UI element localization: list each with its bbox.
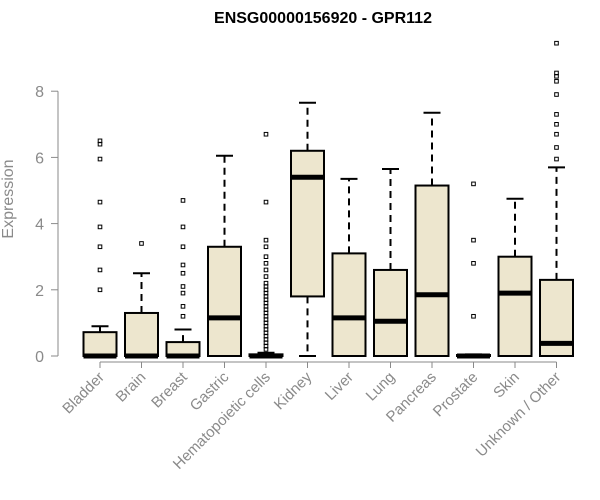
outlier-point xyxy=(471,237,476,243)
outlier-point xyxy=(180,244,186,250)
box-0 xyxy=(82,138,118,359)
x-tick-label-2: Breast xyxy=(148,368,191,411)
outlier-point xyxy=(263,274,269,279)
y-tick-label-4: 8 xyxy=(35,84,44,101)
outlier-point xyxy=(97,199,103,205)
outlier-point xyxy=(180,304,186,309)
outlier-point xyxy=(180,284,186,289)
box-2 xyxy=(165,198,201,359)
box-9 xyxy=(456,181,491,359)
outlier-point xyxy=(263,131,269,137)
outlier-point xyxy=(180,270,186,276)
box-10 xyxy=(497,197,533,358)
outlier-point xyxy=(471,181,476,187)
outlier-point xyxy=(554,92,559,97)
outlier-point xyxy=(554,78,559,84)
outlier-point xyxy=(554,112,559,117)
outlier-point xyxy=(180,290,186,296)
outlier-point xyxy=(263,199,269,205)
box-8 xyxy=(414,111,450,357)
outlier-point xyxy=(263,237,269,243)
outlier-point xyxy=(180,262,186,268)
outlier-point xyxy=(554,70,559,76)
box-11 xyxy=(539,40,574,357)
x-tick-label-6: Liver xyxy=(322,369,357,404)
outlier-point xyxy=(97,267,103,273)
box-rect xyxy=(124,311,159,357)
outlier-point xyxy=(139,241,144,246)
box-rect xyxy=(82,331,118,357)
outlier-point xyxy=(554,131,559,137)
y-axis: 0 2 4 6 8 xyxy=(35,84,59,366)
box-6 xyxy=(331,177,367,357)
box-rect xyxy=(207,245,242,358)
box-rect xyxy=(331,252,367,357)
x-tick-label-5: Kidney xyxy=(271,368,316,413)
x-tick-label-0: Bladder xyxy=(59,369,108,418)
x-tick-label-9: Prostate xyxy=(430,369,482,421)
outlier-point xyxy=(554,145,559,150)
outlier-point xyxy=(180,313,186,319)
outlier-point xyxy=(554,40,559,46)
y-tick-label-1: 2 xyxy=(35,283,44,300)
box-rect xyxy=(373,268,408,357)
box-rect xyxy=(290,149,325,298)
outlier-point xyxy=(97,156,103,162)
y-tick-label-0: 0 xyxy=(35,349,44,366)
outlier-point xyxy=(263,244,269,250)
chart-title: ENSG00000156920 - GPR112 xyxy=(214,10,432,27)
x-tick-label-10: Skin xyxy=(490,369,523,402)
outlier-point xyxy=(471,261,476,266)
box-4 xyxy=(248,131,284,359)
outlier-point xyxy=(554,156,559,162)
outlier-point xyxy=(263,280,269,286)
outlier-point xyxy=(180,198,186,203)
outlier-point xyxy=(263,254,269,259)
box-5 xyxy=(290,101,325,357)
y-axis-label: Expression xyxy=(0,159,17,238)
outlier-point xyxy=(97,287,103,293)
box-rect xyxy=(414,184,450,357)
box-1 xyxy=(124,241,159,359)
outlier-point xyxy=(471,313,476,319)
outlier-point xyxy=(180,224,186,230)
outlier-point xyxy=(97,244,103,250)
outlier-point xyxy=(97,224,103,230)
outlier-point xyxy=(263,261,269,266)
boxes-group xyxy=(82,40,574,359)
outlier-point xyxy=(263,267,269,273)
y-tick-label-3: 6 xyxy=(35,150,44,167)
x-tick-label-1: Brain xyxy=(113,369,150,406)
box-rect xyxy=(497,255,533,358)
box-3 xyxy=(207,154,242,358)
box-7 xyxy=(373,167,408,357)
y-tick-label-2: 4 xyxy=(35,217,44,234)
outlier-point xyxy=(554,122,559,127)
x-tick-label-7: Lung xyxy=(363,369,399,405)
outlier-point xyxy=(97,138,103,144)
